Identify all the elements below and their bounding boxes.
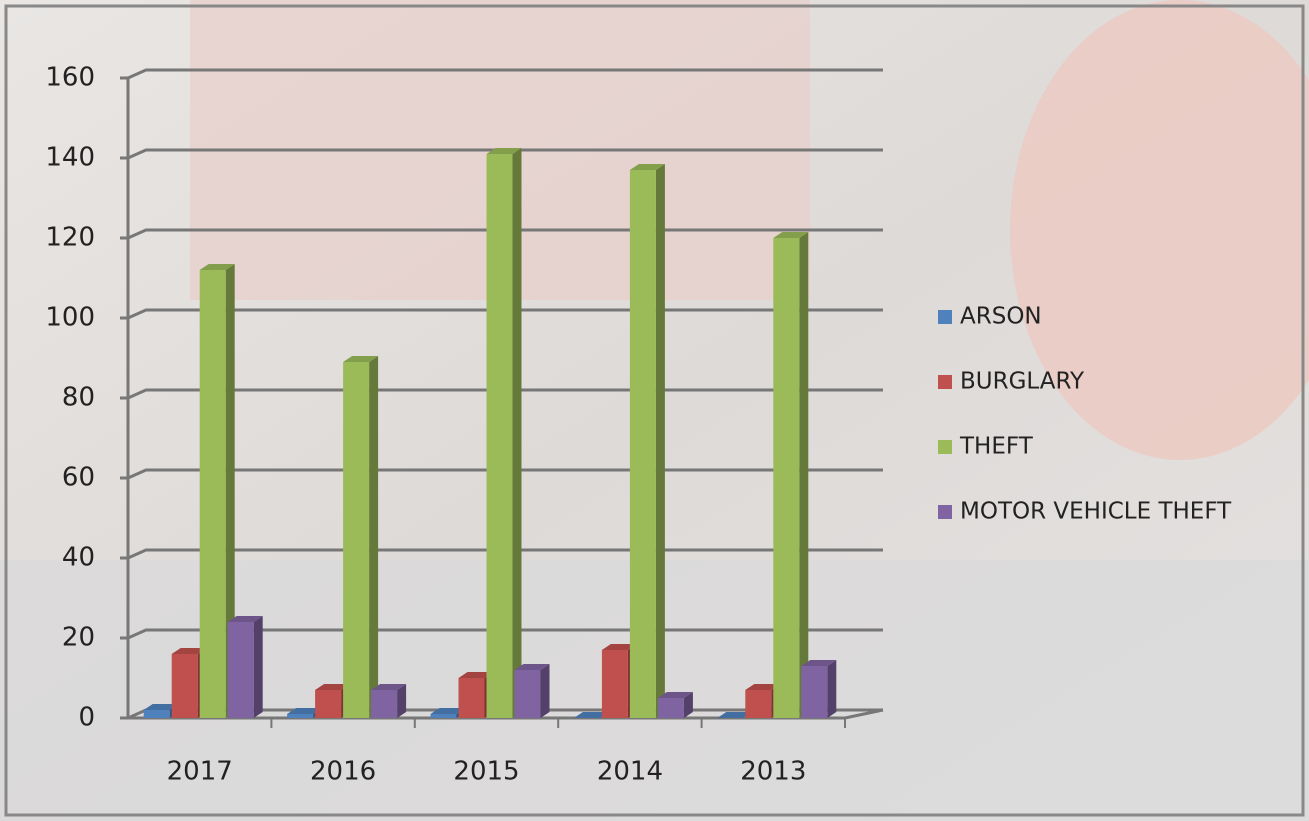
legend-swatch: [938, 375, 952, 389]
y-tick-label: 80: [62, 383, 95, 413]
bar-side: [656, 164, 665, 718]
x-tick-label: 2016: [310, 757, 376, 787]
bar-side: [827, 660, 836, 718]
bar: [459, 678, 485, 718]
bar: [431, 714, 457, 718]
bar: [745, 690, 771, 718]
y-tick-label: 120: [45, 223, 95, 253]
y-tick-label: 60: [62, 463, 95, 493]
chart: 0 20 40 60 80 100 120 140 160 2017 2016 2015 2014 201…: [0, 0, 1309, 821]
bar: [773, 238, 799, 718]
bar: [801, 666, 827, 718]
bar: [200, 270, 226, 718]
x-tick-label: 2014: [597, 757, 663, 787]
legend-swatch: [938, 440, 952, 454]
bar: [343, 362, 369, 718]
bar-side: [799, 232, 808, 718]
legend-label: ARSON: [960, 304, 1042, 330]
bar: [602, 650, 628, 718]
bar: [515, 670, 541, 718]
bar: [144, 710, 170, 718]
bar-side: [541, 664, 550, 718]
bar: [371, 690, 397, 718]
bar-side: [254, 616, 263, 718]
x-tick-label: 2017: [167, 757, 233, 787]
y-tick-label: 140: [45, 143, 95, 173]
legend-label: THEFT: [959, 434, 1034, 460]
y-tick-label: 100: [45, 303, 95, 333]
legend-swatch: [938, 505, 952, 519]
bar: [172, 654, 198, 718]
legend-swatch: [938, 310, 952, 324]
x-tick-label: 2013: [740, 757, 806, 787]
bar: [228, 622, 254, 718]
y-tick-label: 160: [45, 63, 95, 93]
bar: [487, 154, 513, 718]
bar: [658, 698, 684, 718]
bar-side: [369, 356, 378, 718]
y-tick-label: 20: [62, 623, 95, 653]
bar: [287, 714, 313, 718]
legend-label: MOTOR VEHICLE THEFT: [960, 499, 1232, 525]
y-tick-label: 0: [78, 703, 95, 733]
bar: [630, 170, 656, 718]
legend-label: BURGLARY: [960, 369, 1085, 395]
bar: [315, 690, 341, 718]
y-tick-label: 40: [62, 543, 95, 573]
bar-side: [513, 148, 522, 718]
x-tick-label: 2015: [453, 757, 519, 787]
